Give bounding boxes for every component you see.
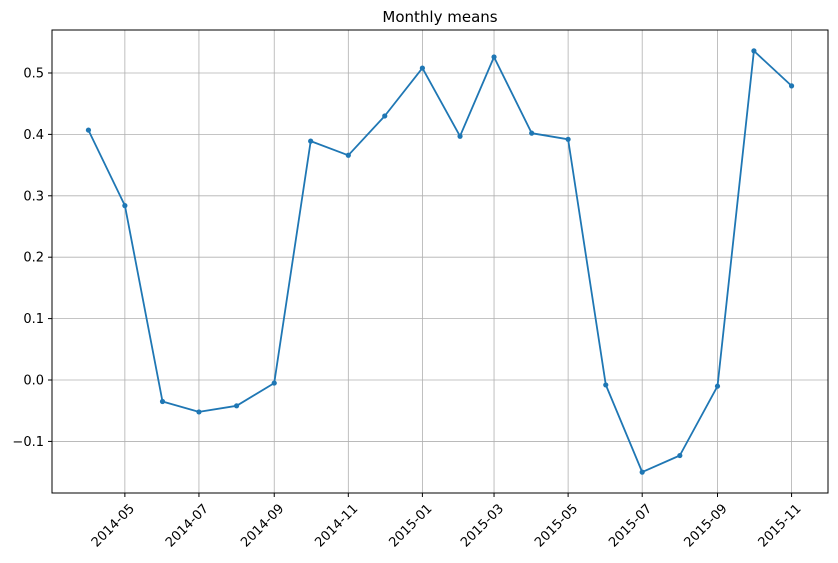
x-tick-label: 2015-03 [458,501,507,550]
y-tick-label: 0.2 [23,251,44,266]
data-point [677,452,683,459]
data-point [85,127,92,133]
x-tick-label: 2014-11 [312,501,361,550]
x-tick-label: 2014-07 [163,501,212,550]
data-point [159,398,166,405]
y-tick-label: 0.4 [23,128,44,143]
chart-title: Monthly means [382,8,497,26]
data-point [271,380,277,386]
y-tick-label: 0.1 [23,312,44,327]
data-point [714,383,721,389]
x-tick-label: 2015-07 [606,501,655,550]
data-point [491,54,497,60]
y-tick-label: 0.5 [23,66,44,81]
data-point [382,113,388,119]
data-point [565,136,571,142]
x-ticks: 2014-05 2014-07 2014-09 2014-11 2015-01 2015-… [89,493,805,550]
y-ticks: −0.1 0.0 0.1 0.2 0.3 0.4 0.5 [12,66,52,450]
data-point [308,138,314,144]
x-tick-label: 2015-05 [532,501,581,550]
data-point [788,83,795,89]
data-point [122,203,128,209]
x-tick-label: 2015-01 [386,501,435,550]
data-point [457,133,463,139]
data-point [196,409,202,415]
data-point [529,130,535,136]
x-tick-label: 2015-09 [682,501,731,550]
grid-lines [52,30,828,493]
x-tick-label: 2015-11 [756,501,805,550]
y-tick-label: −0.1 [12,435,44,450]
data-point [233,403,240,409]
data-point [603,382,609,388]
plot-frame [51,29,829,494]
data-point [751,48,757,54]
series-line [87,50,793,474]
data-point [639,469,645,475]
x-tick-label: 2014-05 [89,501,138,550]
y-tick-label: 0.3 [23,189,44,204]
data-point [419,65,425,71]
y-tick-label: 0.0 [23,374,44,389]
data-point [345,152,351,158]
x-tick-label: 2014-09 [238,501,287,550]
series-line-group [85,48,795,475]
